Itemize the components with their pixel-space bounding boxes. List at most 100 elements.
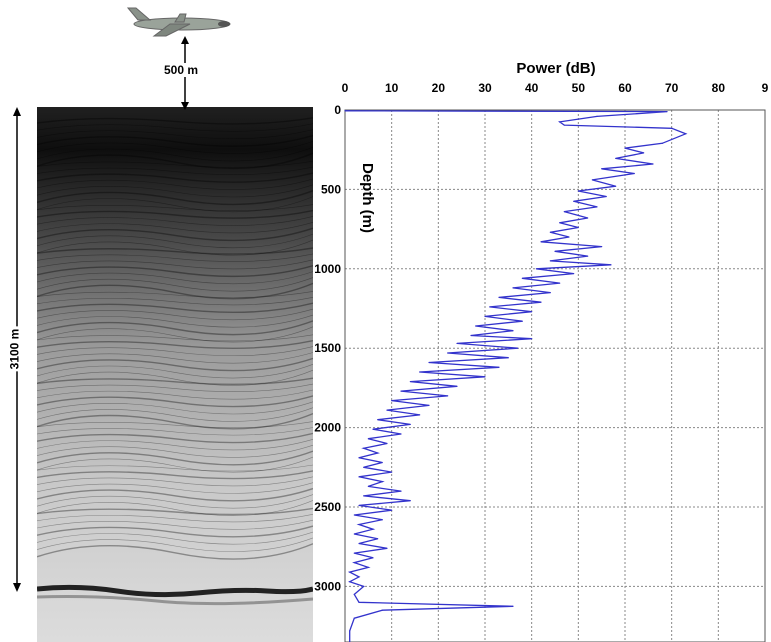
radargram-layer xyxy=(37,320,313,336)
data-point xyxy=(475,325,477,327)
radargram-layer xyxy=(37,227,313,242)
data-point xyxy=(587,217,589,219)
radargram-layer xyxy=(37,277,313,292)
radargram-layer xyxy=(37,282,313,300)
data-point xyxy=(391,509,393,511)
radargram-layer xyxy=(37,308,313,321)
radargram-layer xyxy=(37,326,313,343)
radargram-layer xyxy=(37,204,313,211)
data-point xyxy=(363,466,365,468)
y-tick-label: 0 xyxy=(334,103,341,117)
data-point xyxy=(363,495,365,497)
radargram-layer xyxy=(37,314,313,328)
radargram-layer xyxy=(37,377,313,385)
radargram-layer xyxy=(37,129,313,140)
data-point xyxy=(559,282,561,284)
data-point xyxy=(559,121,561,123)
data-point xyxy=(428,404,430,406)
data-point xyxy=(671,127,673,129)
x-tick-label: 80 xyxy=(712,81,726,95)
data-point xyxy=(386,547,388,549)
data-point xyxy=(470,334,472,337)
x-tick-label: 50 xyxy=(572,81,586,95)
data-point xyxy=(521,320,523,322)
radargram-layer xyxy=(37,369,313,386)
radargram-layer xyxy=(37,233,313,249)
radargram-layer xyxy=(37,147,313,162)
radargram-layer xyxy=(37,383,313,393)
radargram-layer xyxy=(37,297,313,306)
radargram-image xyxy=(37,107,313,642)
y-tick-label: 1000 xyxy=(314,262,341,276)
data-point xyxy=(517,347,519,349)
data-point xyxy=(633,172,635,175)
y-tick-label: 500 xyxy=(321,182,341,196)
radargram-layer xyxy=(37,476,313,487)
y-tick-label: 2000 xyxy=(314,421,341,435)
data-point xyxy=(344,110,346,112)
data-point xyxy=(372,428,374,430)
x-tick-label: 0 xyxy=(342,81,349,95)
data-point xyxy=(563,124,565,126)
y-tick-label: 3000 xyxy=(314,579,341,593)
radargram-layer xyxy=(37,352,313,364)
data-point xyxy=(358,601,360,603)
radargram-layer xyxy=(37,494,313,509)
data-point xyxy=(652,163,654,165)
data-point xyxy=(386,442,388,445)
data-point xyxy=(601,168,603,170)
data-point xyxy=(358,457,360,459)
data-point xyxy=(358,523,360,526)
radargram-layer xyxy=(37,432,313,444)
radargram-layer xyxy=(37,531,313,545)
data-point xyxy=(409,423,411,426)
data-point xyxy=(531,311,533,313)
airplane-icon xyxy=(126,7,231,37)
radargram-layer xyxy=(37,464,313,472)
radargram-layer xyxy=(37,427,313,436)
radargram-layer xyxy=(37,172,313,183)
radargram-layer xyxy=(37,444,313,458)
radargram-layer xyxy=(37,537,313,552)
data-point xyxy=(358,504,360,507)
data-point xyxy=(353,617,355,619)
radargram-layer xyxy=(37,123,313,132)
radargram-layer xyxy=(37,389,313,400)
radargram-layer xyxy=(37,259,313,270)
radargram-layer xyxy=(37,117,313,125)
radargram-layer xyxy=(37,357,313,372)
data-point xyxy=(573,272,575,275)
x-tick-label: 20 xyxy=(432,81,446,95)
data-point xyxy=(349,571,351,573)
data-point xyxy=(559,222,561,224)
plot-frame xyxy=(344,109,766,642)
radargram-layer xyxy=(37,178,313,190)
data-point xyxy=(386,409,388,411)
data-point xyxy=(358,476,360,478)
data-point xyxy=(400,490,402,492)
data-point xyxy=(400,433,402,435)
data-point xyxy=(381,481,383,483)
data-point xyxy=(596,115,598,117)
data-point xyxy=(549,260,551,262)
data-point xyxy=(381,519,383,521)
radargram-layer xyxy=(37,271,313,285)
radargram-layer xyxy=(37,247,313,255)
data-point xyxy=(456,342,458,345)
data-point xyxy=(372,557,374,559)
data-point xyxy=(484,315,486,318)
radargram-layer xyxy=(37,222,313,234)
data-point xyxy=(577,226,579,229)
data-point xyxy=(349,630,351,632)
data-point xyxy=(661,142,663,144)
data-point xyxy=(573,200,575,202)
radargram-layer xyxy=(37,190,313,206)
radargram-layer xyxy=(37,507,313,516)
data-point xyxy=(512,605,514,607)
data-point xyxy=(610,264,612,266)
data-point xyxy=(512,287,514,289)
radargram-layer xyxy=(37,421,313,428)
y-axis-label: Depth (m) xyxy=(359,163,376,233)
radargram-layer xyxy=(37,196,313,213)
